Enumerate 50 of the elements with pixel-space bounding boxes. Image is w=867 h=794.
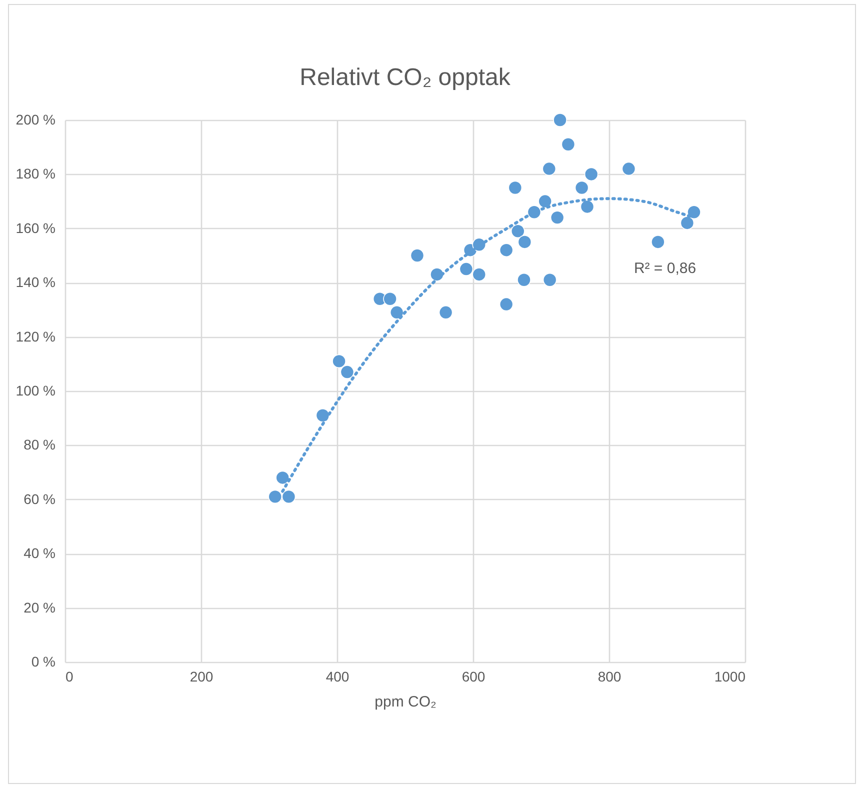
y-tick-label: 60 % <box>24 490 56 507</box>
x-tick-label: 200 <box>190 668 214 684</box>
point <box>332 354 346 368</box>
point <box>542 272 557 287</box>
point <box>538 194 552 208</box>
point <box>518 235 532 249</box>
x-tick-label: 0 <box>66 668 74 684</box>
x-tick-label: 600 <box>462 668 486 684</box>
point <box>517 272 531 287</box>
point <box>276 470 290 485</box>
y-tick-label: 0 % <box>31 654 56 670</box>
chart-title: Relativt CO₂ opptak <box>300 64 512 91</box>
point <box>680 216 694 230</box>
point <box>383 292 397 306</box>
point <box>340 365 354 379</box>
point <box>542 162 556 176</box>
annotation: R² = 0,86 <box>634 260 696 277</box>
x-tick-label: 800 <box>598 668 622 684</box>
point <box>472 268 486 282</box>
y-tick-label: 180 % <box>16 166 56 182</box>
point <box>499 243 514 257</box>
point <box>651 235 665 249</box>
point <box>580 200 594 214</box>
x-axis-title: ppm CO₂ <box>374 694 437 710</box>
y-tick-label: 40 % <box>24 545 56 562</box>
point <box>510 224 525 238</box>
y-tick-label: 120 % <box>16 328 56 344</box>
x-tick-label: 1000 <box>714 668 746 684</box>
point <box>438 306 453 320</box>
point <box>459 262 474 276</box>
point <box>268 490 282 504</box>
point <box>553 113 567 127</box>
y-tick-label: 200 % <box>16 112 56 128</box>
y-tick-label: 160 % <box>16 220 56 236</box>
point <box>410 248 424 262</box>
point <box>550 210 564 224</box>
point <box>499 297 514 312</box>
point <box>390 306 404 320</box>
point <box>622 162 636 176</box>
point <box>561 137 576 152</box>
point <box>508 180 522 195</box>
point <box>584 167 598 182</box>
y-tick-label: 100 % <box>16 382 56 398</box>
y-tick-label: 20 % <box>24 599 56 616</box>
point <box>687 205 701 220</box>
point <box>574 180 589 195</box>
y-tick-label: 80 % <box>24 436 56 453</box>
x-tick-label: 400 <box>326 668 350 684</box>
y-tick-label: 140 % <box>16 274 56 290</box>
point <box>282 490 296 504</box>
